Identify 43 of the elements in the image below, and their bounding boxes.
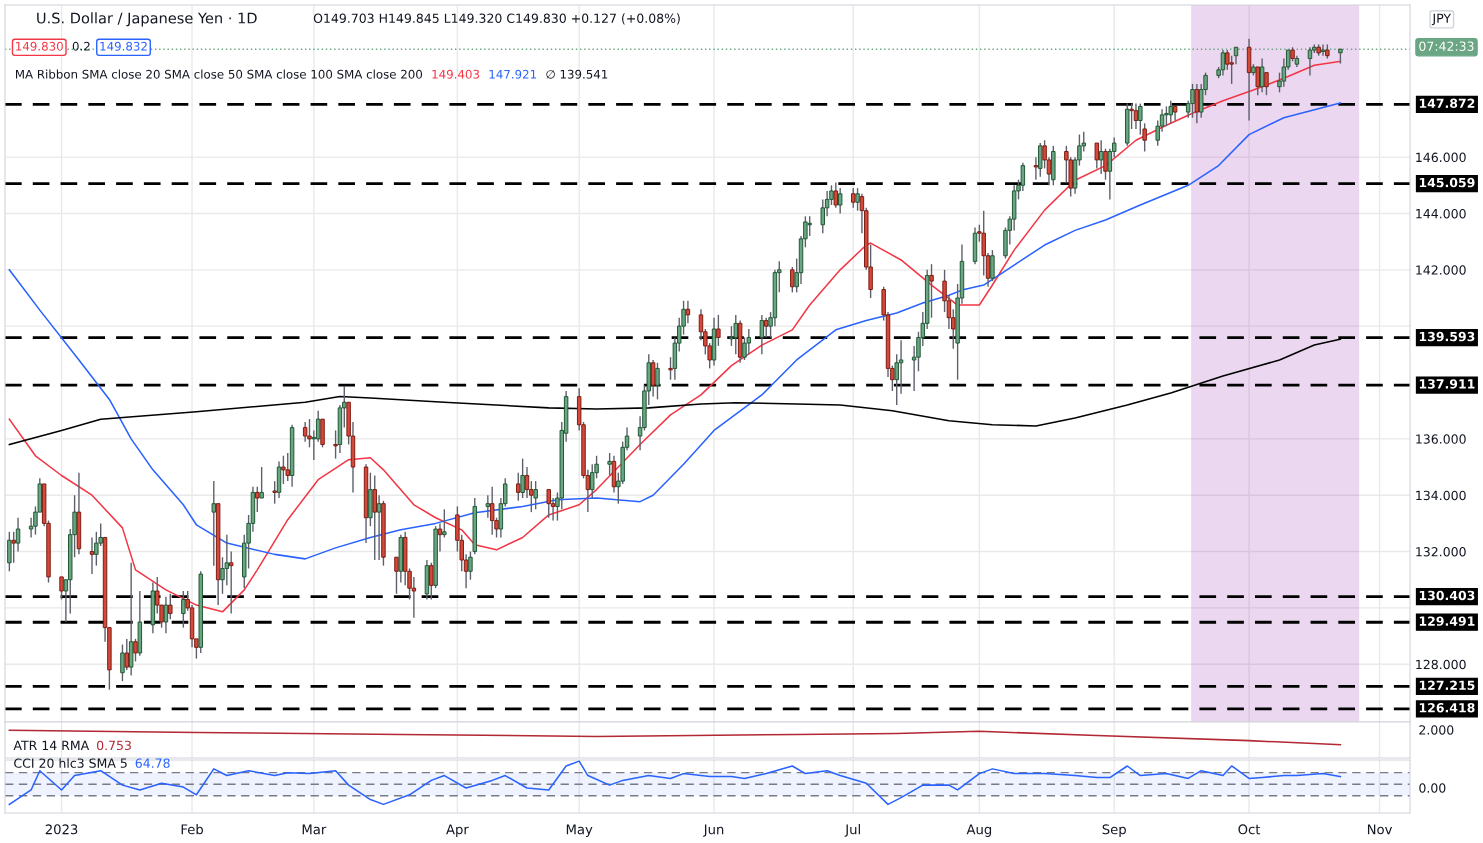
y-tick-label: 128.000	[1416, 659, 1466, 670]
x-tick-label: Jun	[703, 824, 724, 837]
ref-line-label: 139.593	[1419, 331, 1475, 342]
x-tick-label: Jul	[844, 824, 860, 837]
ref-line-label: 130.403	[1419, 590, 1475, 601]
annotation: 149.832	[100, 41, 147, 51]
x-tick-label: Aug	[966, 824, 992, 837]
annotation: 0.753	[96, 740, 131, 751]
x-tick-label: Sep	[1102, 824, 1126, 837]
x-tick-label: Mar	[302, 824, 327, 835]
x-tick-label: Oct	[1238, 824, 1261, 835]
annotation: 64.78	[135, 758, 170, 768]
y-tick-label: 134.000	[1416, 490, 1466, 501]
text: 0.00	[1419, 783, 1446, 793]
x-tick-label: May	[566, 824, 593, 837]
ref-line-label: 145.059	[1419, 177, 1475, 188]
ref-line-label: 129.491	[1419, 616, 1475, 626]
ref-line-label: 137.911	[1419, 379, 1475, 389]
annotation: 0.2	[72, 41, 90, 51]
annotation: 149.403	[432, 69, 480, 79]
annotation: MA Ribbon SMA close 20 SMA close 50 SMA close 100 SMA close 200	[15, 69, 423, 79]
text: JPY	[1431, 13, 1452, 26]
ref-line-label: 126.418	[1419, 702, 1475, 713]
annotation: ∅ 139.541	[546, 69, 608, 79]
text: 2.000	[1419, 725, 1454, 735]
x-tick-label: Apr	[446, 824, 469, 837]
y-tick-label: 132.000	[1416, 547, 1466, 557]
x-tick-label: 2023	[45, 824, 78, 835]
y-tick-label: 136.000	[1416, 434, 1466, 444]
text: ATR 14 RMA	[13, 740, 90, 750]
y-tick-label: 142.000	[1416, 265, 1466, 275]
x-tick-label: Feb	[181, 824, 203, 835]
annotation: 147.921	[489, 69, 537, 79]
x-tick-label: Nov	[1367, 824, 1393, 835]
y-tick-label: 146.000	[1416, 152, 1466, 163]
chart-title: U.S. Dollar / Japanese Yen · 1D	[37, 12, 257, 27]
chart-title: CCI 20 hlc3 SMA 5	[14, 758, 127, 768]
text: O149.703 H149.845 L149.320 C149.830 +0.127 (+0.08%)	[313, 13, 680, 25]
ref-line-label: 127.215	[1419, 680, 1475, 690]
y-tick-label: 144.000	[1416, 208, 1466, 219]
text: 07:42:33	[1419, 41, 1474, 51]
annotation: 149.830	[16, 41, 63, 51]
ref-line-label: 147.872	[1419, 98, 1475, 109]
